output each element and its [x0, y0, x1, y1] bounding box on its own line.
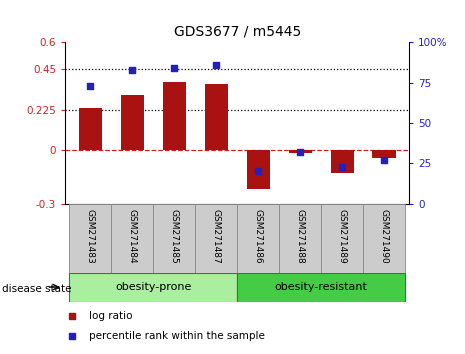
- Text: GSM271490: GSM271490: [379, 209, 389, 264]
- Point: [68, 333, 76, 338]
- Text: obesity-resistant: obesity-resistant: [275, 282, 367, 292]
- Point: [254, 169, 262, 174]
- Text: GSM271488: GSM271488: [296, 209, 305, 264]
- Bar: [237, 273, 405, 302]
- Point: [213, 62, 220, 68]
- Bar: [372, 150, 396, 159]
- Bar: [163, 82, 186, 150]
- Point: [339, 164, 346, 169]
- Text: GSM271483: GSM271483: [86, 209, 95, 264]
- Text: GSM271486: GSM271486: [253, 209, 263, 264]
- Text: GSM271489: GSM271489: [338, 209, 346, 264]
- Bar: [69, 204, 111, 273]
- Text: log ratio: log ratio: [89, 311, 133, 321]
- Point: [68, 313, 76, 319]
- Text: GSM271484: GSM271484: [128, 209, 137, 264]
- Bar: [195, 204, 237, 273]
- Title: GDS3677 / m5445: GDS3677 / m5445: [173, 24, 301, 39]
- Bar: [121, 95, 144, 150]
- Text: obesity-prone: obesity-prone: [115, 282, 192, 292]
- Bar: [289, 150, 312, 153]
- Text: GSM271485: GSM271485: [170, 209, 179, 264]
- Point: [296, 149, 304, 155]
- Bar: [79, 108, 102, 150]
- Bar: [69, 273, 237, 302]
- Bar: [153, 204, 195, 273]
- Bar: [237, 204, 279, 273]
- Bar: [331, 150, 353, 173]
- Bar: [363, 204, 405, 273]
- Point: [86, 83, 94, 89]
- Bar: [279, 204, 321, 273]
- Text: GSM271487: GSM271487: [212, 209, 221, 264]
- Bar: [205, 84, 228, 150]
- Bar: [321, 204, 363, 273]
- Point: [380, 157, 388, 163]
- Point: [171, 65, 178, 71]
- Bar: [246, 150, 270, 189]
- Text: percentile rank within the sample: percentile rank within the sample: [89, 331, 265, 341]
- Text: disease state: disease state: [2, 284, 72, 293]
- Bar: [111, 204, 153, 273]
- Point: [128, 67, 136, 73]
